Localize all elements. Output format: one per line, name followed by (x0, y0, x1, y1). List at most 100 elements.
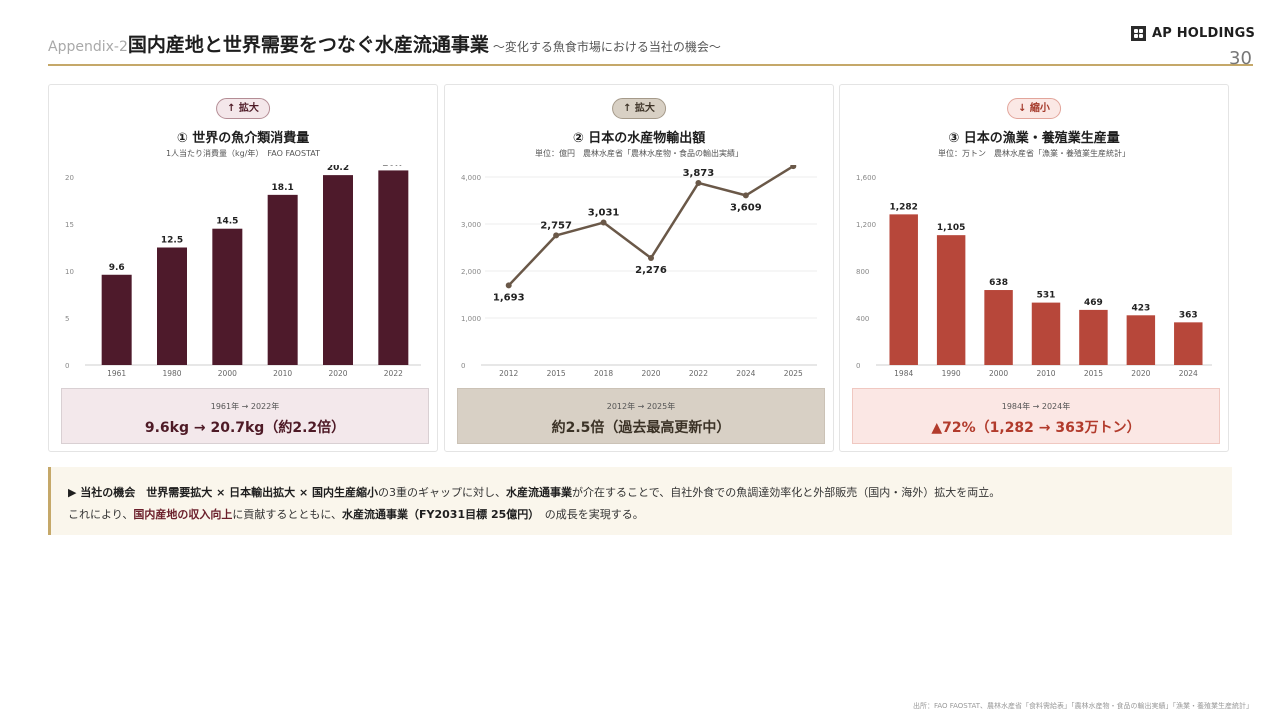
chart-subtitle: 単位：万トン 農林水産省「漁業・養殖業生産統計」 (938, 149, 1130, 158)
callout-highlight: 水産流通事業 (506, 486, 573, 499)
chart-panel-domestic-production: ↓ 縮小 ③ 日本の漁業・養殖業生産量 単位：万トン 農林水産省「漁業・養殖業生… (839, 84, 1229, 452)
summary-box: 2012年 → 2025年 約2.5倍（過去最高更新中） (457, 388, 825, 444)
callout-highlight: 水産流通事業（FY2031目標 25億円） (342, 508, 534, 521)
summary-period: 1984年 → 2024年 (1001, 402, 1071, 411)
data-label: 2,276 (635, 265, 667, 276)
x-tick-label: 2020 (641, 369, 660, 378)
source-note: 出所：FAO FAOSTAT、農林水産省「食料需給表」「農林水産物・食品の輸出実… (912, 702, 1253, 710)
callout-text: に貢献するとともに、 (232, 508, 343, 521)
summary-box: 1984年 → 2024年 ▲72%（1,282 → 363万トン） (852, 388, 1220, 444)
callout-text: これにより、 (68, 508, 134, 521)
data-label: 531 (1037, 291, 1056, 301)
bar (984, 290, 1013, 365)
callout-line-2: これにより、国内産地の収入向上に貢献するとともに、水産流通事業（FY2031目標… (68, 506, 644, 522)
data-label: 3,031 (588, 208, 620, 219)
x-tick-label: 2010 (1036, 369, 1055, 378)
data-point (648, 255, 654, 262)
y-tick-label: 800 (856, 268, 869, 276)
data-label: 9.6 (109, 263, 125, 273)
summary-value: 約2.5倍（過去最高更新中） (551, 420, 731, 436)
export-value-chart: 0 1,000 2,000 3,000 4,000 1,693 2,757 3,031 2,27… (461, 165, 817, 378)
x-tick-label: 2024 (736, 369, 755, 378)
data-label: 12.5 (161, 236, 183, 246)
bar (378, 170, 409, 365)
bar (936, 235, 966, 365)
y-tick-label: 1,200 (856, 221, 876, 229)
bar (157, 247, 187, 365)
data-point (790, 165, 797, 170)
trend-badge: ↑ 拡大 (216, 98, 270, 119)
data-point (505, 282, 512, 289)
data-label: 638 (989, 278, 1008, 288)
summary-value: ▲72%（1,282 → 363万トン） (931, 420, 1141, 436)
summary-period: 2012年 → 2025年 (606, 402, 676, 411)
y-tick-label: 20 (65, 174, 74, 182)
data-label: 14.5 (216, 217, 238, 227)
company-logo: AP HOLDINGS (1131, 26, 1255, 41)
x-tick-label: 2010 (273, 369, 292, 378)
world-consumption-chart: 0 5 10 15 20 9.6 12.5 14.5 18.1 20.2 20.7 1961 1980 2… (65, 165, 421, 378)
callout-text: の3重のギャップに対し、 (378, 486, 507, 499)
bar (323, 175, 353, 365)
data-point (695, 179, 702, 186)
trend-badge: ↓ 縮小 (1007, 98, 1061, 119)
data-label: 469 (1084, 298, 1103, 308)
callout-highlight: 国内産地の収入向上 (133, 508, 233, 521)
bar (1079, 309, 1108, 365)
data-label: 18.1 (272, 183, 294, 193)
summary-period: 1961年 → 2022年 (210, 402, 280, 411)
domestic-production-chart: 0 400 800 1,200 1,600 1,282 1,105 638 531 469 423 3… (856, 174, 1212, 378)
bar (889, 214, 918, 365)
x-tick-label: 2000 (218, 369, 237, 378)
x-tick-label: 2015 (547, 369, 566, 378)
logo-mark-icon (1131, 26, 1146, 41)
bar (212, 228, 243, 365)
data-label: 363 (1179, 310, 1198, 320)
x-tick-label: 2018 (594, 369, 613, 378)
bar (101, 274, 132, 365)
trend-badge: ↑ 拡大 (612, 98, 666, 119)
title-prefix: Appendix-2 (48, 39, 128, 55)
summary-value: 9.6kg → 20.7kg（約2.2倍） (144, 420, 346, 436)
data-label: 1,105 (937, 223, 965, 233)
data-label: 423 (1131, 303, 1150, 313)
y-tick-label: 1,000 (461, 315, 481, 323)
callout-line-1: ▶ 当社の機会 世界需要拡大 × 日本輸出拡大 × 国内生産縮小の3重のギャップ… (68, 484, 1000, 500)
data-label: 2,757 (540, 220, 572, 231)
y-tick-label: 1,600 (856, 174, 876, 182)
x-tick-label: 2000 (989, 369, 1008, 378)
callout-text: の成長を実現する。 (533, 508, 644, 521)
opportunity-callout: ▶ 当社の機会 世界需要拡大 × 日本輸出拡大 × 国内生産縮小の3重のギャップ… (48, 467, 1232, 535)
logo-text: AP HOLDINGS (1152, 26, 1256, 41)
y-tick-label: 15 (65, 221, 74, 229)
callout-heading: ▶ 当社の機会 世界需要拡大 × 日本輸出拡大 × 国内生産縮小 (68, 486, 379, 499)
slide-header: Appendix-2国内産地と世界需要をつなぐ水産流通事業 ～変化する魚食市場にお… (48, 28, 1253, 66)
x-tick-label: 2025 (784, 369, 803, 378)
x-tick-label: 1961 (107, 369, 126, 378)
y-tick-label: 0 (856, 362, 860, 370)
data-label: 1,693 (493, 292, 525, 303)
y-tick-label: 0 (461, 362, 465, 370)
x-tick-label: 1990 (942, 369, 961, 378)
x-tick-label: 2015 (1084, 369, 1103, 378)
bar (1126, 315, 1156, 365)
x-tick-label: 2022 (689, 369, 708, 378)
data-label: 1,282 (889, 202, 917, 212)
y-tick-label: 10 (65, 268, 74, 276)
chart-panel-world-consumption: ↑ 拡大 ① 世界の魚介類消費量 1人当たり消費量（kg/年） FAO FAOS… (48, 84, 438, 452)
chart-subtitle: 単位：億円 農林水産省「農林水産物・食品の輸出実績」 (535, 149, 743, 158)
page-title: 国内産地と世界需要をつなぐ水産流通事業 (127, 34, 489, 56)
x-tick-label: 2020 (1131, 369, 1150, 378)
chart-title: ③ 日本の漁業・養殖業生産量 (948, 131, 1120, 146)
chart-title: ② 日本の水産物輸出額 (572, 131, 706, 146)
header-divider (48, 64, 1253, 66)
data-point (553, 232, 560, 239)
data-point (742, 192, 749, 199)
chart-title: ① 世界の魚介類消費量 (176, 131, 310, 146)
y-tick-label: 4,000 (461, 174, 481, 182)
x-tick-label: 2020 (328, 369, 347, 378)
bar (1031, 302, 1061, 365)
data-label: 20.2 (327, 165, 349, 173)
y-tick-label: 0 (65, 362, 69, 370)
x-tick-label: 2022 (384, 369, 403, 378)
